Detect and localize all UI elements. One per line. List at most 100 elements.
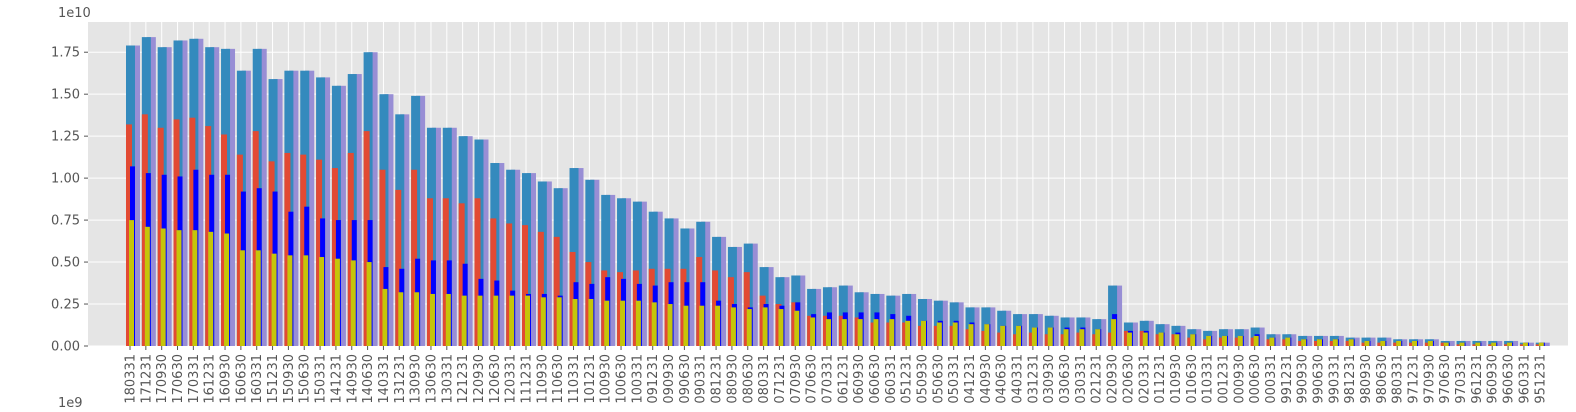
- bar-series-4: [239, 250, 245, 346]
- bar-series-4: [1396, 340, 1402, 346]
- bar-series-4: [1095, 329, 1101, 346]
- bar-series-1-back: [622, 198, 632, 346]
- bar-series-4: [287, 255, 293, 346]
- x-tick-label: 130331: [440, 354, 455, 404]
- bar-series-4: [1443, 342, 1449, 346]
- bar-series-4: [857, 319, 863, 346]
- bar-series-4: [271, 253, 277, 346]
- bar-series-4: [794, 310, 800, 346]
- x-tick-label: 980930: [1359, 354, 1374, 404]
- bar-series-1-back: [1445, 340, 1455, 346]
- bar-series-4: [620, 300, 626, 346]
- bar-series-1-back: [1524, 342, 1534, 346]
- x-tick-label: 021231: [1090, 354, 1105, 404]
- y-tick-label: 0.75: [51, 214, 80, 229]
- bar-series-1-back: [685, 228, 695, 346]
- x-tick-label: 970930: [1422, 354, 1437, 404]
- bar-series-1-back: [1160, 324, 1170, 346]
- bar-series-1-back: [431, 127, 441, 346]
- x-tick-label: 050930: [916, 354, 931, 404]
- bar-series-4: [1459, 342, 1465, 346]
- bar-series-1-back: [1303, 335, 1313, 346]
- x-tick-label: 120630: [488, 354, 503, 404]
- bar-series-2: [252, 131, 259, 346]
- x-tick-label: 970331: [1454, 354, 1469, 404]
- bar-series-1-back: [1540, 342, 1550, 346]
- bar-series-2: [347, 152, 354, 346]
- bar-series-1-back: [764, 267, 774, 346]
- bar-series-4: [667, 304, 673, 346]
- bar-series-1-back: [1097, 319, 1107, 346]
- bar-series-2: [522, 225, 528, 346]
- bar-series-2: [696, 257, 703, 346]
- y-offset-label: 1e10: [58, 6, 91, 21]
- bar-series-4: [699, 305, 705, 346]
- bar-series-4: [1221, 335, 1227, 346]
- bar-series-4: [968, 324, 974, 346]
- bar-series-4: [366, 262, 372, 346]
- x-tick-label: 090630: [678, 354, 693, 404]
- x-tick-label: 121231: [456, 354, 471, 404]
- x-tick-label: 960331: [1517, 354, 1532, 404]
- bar-series-1-back: [131, 45, 140, 346]
- bar-series-1-back: [368, 52, 378, 346]
- x-tick-label: 140930: [345, 354, 360, 404]
- x-tick-label: 030331: [1074, 354, 1089, 404]
- bar-series-1-back: [1081, 317, 1091, 346]
- x-tick-label: 971231: [1407, 354, 1422, 404]
- x-tick-label: 961231: [1470, 354, 1485, 404]
- bar-series-1-back: [1018, 314, 1028, 346]
- x-tick-label: 170930: [155, 354, 170, 404]
- x-tick-label: 960930: [1486, 354, 1501, 404]
- x-tick-label: 100930: [599, 354, 614, 404]
- x-tick-label: 070930: [789, 354, 804, 404]
- bar-series-2: [537, 231, 544, 346]
- x-tick-label: 160331: [250, 354, 265, 404]
- bar-series-4: [334, 258, 340, 346]
- bar-series-4: [414, 292, 420, 346]
- bar-series-1-back: [352, 74, 362, 347]
- bar-series-1-back: [1382, 337, 1392, 346]
- x-tick-label: 140331: [377, 354, 392, 404]
- x-tick-label: 981231: [1343, 354, 1358, 404]
- bar-series-4: [984, 324, 990, 346]
- bar-series-1-back: [241, 70, 251, 347]
- bar-series-4: [1047, 327, 1053, 346]
- bar-series-4: [1174, 334, 1180, 346]
- bar-series-1-back: [1113, 285, 1123, 346]
- bar-series-1-back: [400, 114, 410, 346]
- x-tick-label: 000331: [1264, 354, 1279, 404]
- bar-series-2: [363, 131, 370, 346]
- bar-series-1-back: [1128, 322, 1138, 346]
- bar-series-4: [461, 295, 467, 346]
- x-offset-label: 1e9: [58, 396, 83, 411]
- bar-series-1-back: [305, 70, 315, 347]
- x-tick-label: 030930: [1042, 354, 1057, 404]
- y-axis: 0.00 0.25 0.50 0.75 1.00 1.25 1.50 1.75: [51, 46, 88, 355]
- y-tick-label: 0.00: [51, 340, 80, 355]
- bar-series-1-back: [1239, 329, 1249, 346]
- x-tick-label: 010930: [1169, 354, 1184, 404]
- bar-series-4: [1491, 342, 1497, 346]
- x-tick-label: 151231: [266, 354, 281, 404]
- bar-series-2: [553, 236, 560, 346]
- x-tick-label: 080331: [757, 354, 772, 404]
- y-tick-label: 0.25: [51, 298, 80, 313]
- bar-series-1-back: [891, 295, 901, 346]
- bar-series-1-back: [812, 288, 822, 346]
- x-tick-label: 150630: [298, 354, 313, 404]
- bar-series-1-back: [907, 293, 917, 346]
- bar-series-2: [490, 218, 497, 346]
- x-tick-label: 001231: [1216, 354, 1231, 404]
- bar-series-1-back: [1192, 329, 1202, 346]
- bar-series-1-back: [748, 243, 758, 346]
- bar-series-4: [445, 293, 451, 346]
- bar-series-4: [429, 293, 435, 346]
- x-tick-label: 071231: [773, 354, 788, 404]
- bar-series-1-back: [1255, 327, 1265, 346]
- bar-series-4: [176, 230, 182, 346]
- bar-series-4: [825, 319, 831, 346]
- x-tick-label: 060930: [852, 354, 867, 404]
- x-tick-label: 110630: [551, 354, 566, 404]
- x-tick-label: 170331: [187, 354, 202, 404]
